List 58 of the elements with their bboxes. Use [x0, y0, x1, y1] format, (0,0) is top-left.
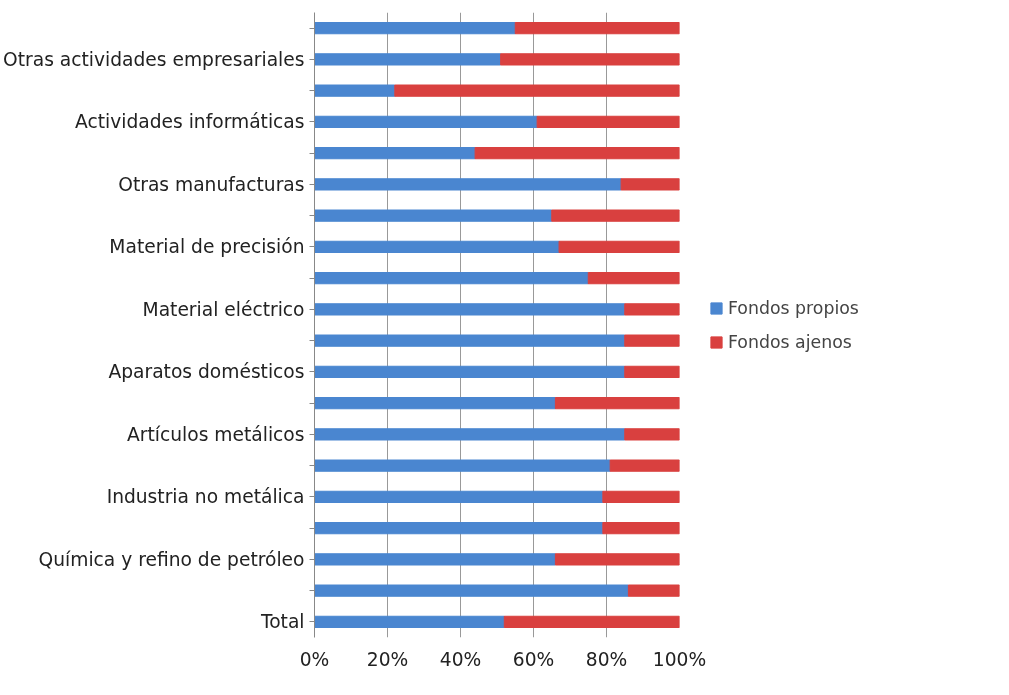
bar: [314, 459, 611, 472]
y-tick-label: Aparatos domésticos: [108, 361, 305, 383]
y-tick-label: Industria no metálica: [106, 486, 305, 508]
bar: [394, 84, 680, 97]
bar: [624, 365, 680, 378]
x-tick-label: 100%: [652, 648, 707, 670]
y-tick-label: Material eléctrico: [142, 298, 305, 320]
bar: [314, 522, 604, 535]
bar: [314, 53, 502, 66]
y-tick-label: Química y refino de petróleo: [38, 548, 305, 570]
x-tick-label: 60%: [512, 648, 555, 670]
bar: [500, 53, 680, 66]
bar: [314, 615, 505, 628]
bar: [602, 490, 680, 503]
bar: [554, 553, 680, 566]
bar: [314, 303, 626, 316]
legend-label: Fondos propios: [728, 297, 859, 318]
bar: [314, 147, 476, 160]
bar: [314, 553, 556, 566]
bar: [503, 615, 680, 628]
bar: [314, 584, 629, 597]
bar: [474, 147, 680, 160]
bar: [314, 115, 538, 128]
y-tick-label: Actividades informáticas: [75, 111, 305, 133]
y-tick-label: Otras manufacturas: [118, 173, 305, 195]
bar: [514, 22, 680, 35]
bar: [554, 397, 680, 410]
bar: [587, 272, 680, 285]
bar: [624, 428, 680, 441]
x-tick-label: 40%: [439, 648, 482, 670]
y-tick-label: Artículos metálicos: [127, 423, 305, 445]
bar: [602, 522, 680, 535]
legend-label: Fondos ajenos: [728, 331, 852, 352]
bar: [314, 240, 560, 253]
bar: [558, 240, 680, 253]
bar: [551, 209, 680, 222]
bar: [314, 272, 589, 285]
bar: [536, 115, 680, 128]
bar: [314, 22, 516, 35]
bar: [624, 334, 680, 347]
y-tick-label: Total: [259, 611, 305, 633]
x-tick-label: 20%: [366, 648, 409, 670]
bar: [314, 428, 626, 441]
y-tick-label: Material de precisión: [109, 236, 305, 258]
bar: [314, 209, 553, 222]
bar: [314, 178, 622, 191]
bar: [314, 365, 626, 378]
y-tick-label: Otras actividades empresariales: [3, 48, 305, 70]
bar: [314, 334, 626, 347]
bar: [624, 303, 680, 316]
bar: [314, 397, 556, 410]
bar: [627, 584, 680, 597]
x-tick-label: 80%: [585, 648, 628, 670]
bar: [609, 459, 680, 472]
bar: [314, 84, 396, 97]
bar: [620, 178, 680, 191]
x-tick-label: 0%: [299, 648, 330, 670]
bar: [314, 490, 604, 503]
